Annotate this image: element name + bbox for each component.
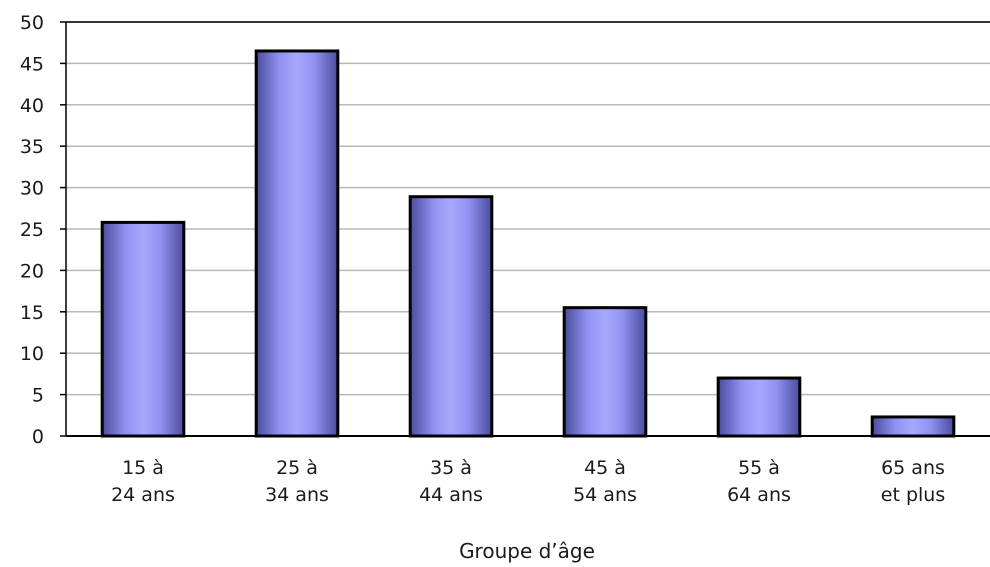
gridlines: [66, 21, 990, 396]
y-tick-label: 45: [20, 53, 44, 75]
y-tick-label: 30: [20, 178, 44, 200]
x-category-label: 25 à 34 ans: [265, 457, 329, 506]
x-category-label: 35 à 44 ans: [419, 457, 483, 506]
x-category-label: 45 à 54 ans: [573, 457, 637, 506]
bars: [100, 49, 956, 438]
y-tick-labels: 0 5 10 15 20 25 30 35 40 45 50: [20, 12, 66, 448]
bar: [716, 376, 802, 438]
x-axis-title: Groupe d’âge: [459, 539, 595, 563]
y-tick-label: 40: [20, 95, 44, 117]
x-category-label: 15 à 24 ans: [111, 457, 175, 506]
y-tick-label: 35: [20, 136, 44, 158]
y-tick-label: 5: [32, 385, 44, 407]
x-category-labels: 15 à 24 ans 25 à 34 ans 35 à 44 ans 45 à 54 ans…: [111, 457, 945, 506]
x-category-label: 55 à 64 ans: [727, 457, 791, 506]
bar: [562, 306, 648, 438]
bar: [870, 415, 956, 438]
bar: [408, 195, 494, 438]
y-tick-label: 20: [20, 260, 44, 282]
y-tick-label: 10: [20, 343, 44, 365]
y-tick-label: 0: [32, 426, 44, 448]
y-tick-label: 50: [20, 12, 44, 34]
x-category-label: 65 ans et plus: [881, 457, 945, 506]
y-tick-label: 15: [20, 302, 44, 324]
y-tick-label: 25: [20, 219, 44, 241]
bar: [254, 49, 340, 438]
bar: [100, 220, 186, 438]
